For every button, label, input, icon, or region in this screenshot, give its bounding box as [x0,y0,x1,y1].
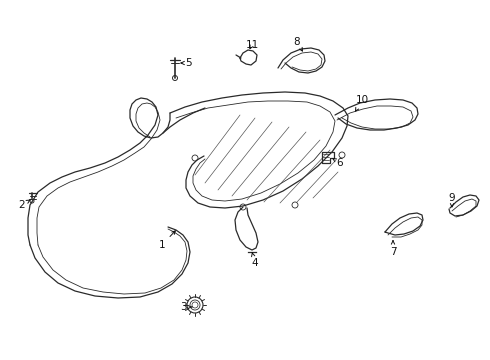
Text: 8: 8 [294,37,302,51]
Text: 7: 7 [390,241,396,257]
Text: 11: 11 [245,40,259,50]
Text: 2: 2 [19,200,30,210]
Text: 1: 1 [159,231,175,250]
Text: 5: 5 [181,58,191,68]
Text: 6: 6 [333,158,343,168]
Text: 4: 4 [251,252,258,268]
Text: 10: 10 [355,95,368,111]
Text: 3: 3 [180,302,192,312]
Text: 9: 9 [449,193,455,207]
